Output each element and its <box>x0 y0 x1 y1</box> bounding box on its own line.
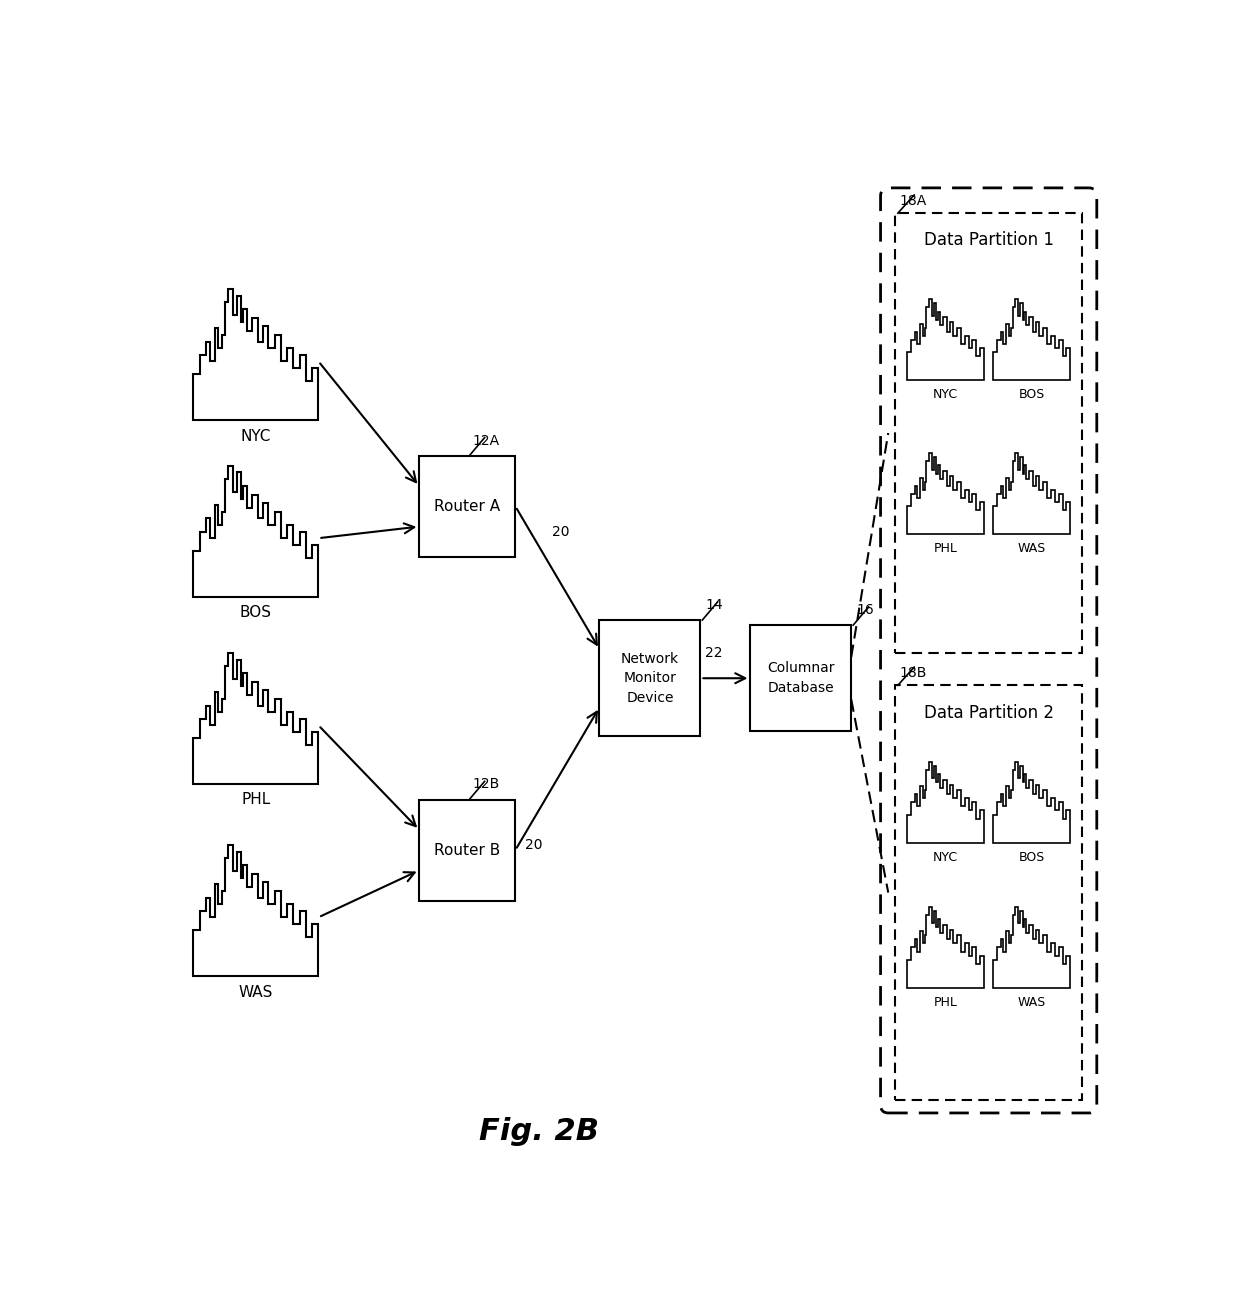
Text: 18B: 18B <box>900 666 928 680</box>
Text: Router A: Router A <box>434 499 501 513</box>
Polygon shape <box>993 299 1070 381</box>
Text: 14: 14 <box>706 597 723 612</box>
Text: PHL: PHL <box>242 793 270 807</box>
Text: 20: 20 <box>525 838 542 852</box>
Bar <box>599 620 701 737</box>
Polygon shape <box>193 846 319 977</box>
Polygon shape <box>908 299 985 381</box>
Text: Data Partition 2: Data Partition 2 <box>924 704 1054 722</box>
Text: Columnar
Database: Columnar Database <box>768 662 835 695</box>
Text: NYC: NYC <box>932 389 959 402</box>
Text: 12B: 12B <box>472 777 500 792</box>
Bar <box>419 456 516 557</box>
Text: NYC: NYC <box>932 851 959 864</box>
Text: 12A: 12A <box>472 433 500 448</box>
Text: WAS: WAS <box>239 985 273 999</box>
Text: BOS: BOS <box>1018 389 1045 402</box>
Text: Data Partition 1: Data Partition 1 <box>924 231 1054 249</box>
Text: BOS: BOS <box>239 605 272 621</box>
Text: 22: 22 <box>706 646 723 660</box>
Polygon shape <box>193 653 319 784</box>
Text: Network
Monitor
Device: Network Monitor Device <box>621 651 680 705</box>
Text: 16: 16 <box>856 603 874 617</box>
Polygon shape <box>993 453 1070 534</box>
Polygon shape <box>908 762 985 843</box>
Polygon shape <box>193 289 319 420</box>
Polygon shape <box>993 762 1070 843</box>
Text: PHL: PHL <box>934 997 957 1008</box>
Polygon shape <box>908 453 985 534</box>
Text: PHL: PHL <box>934 542 957 555</box>
Text: 18A: 18A <box>900 194 928 207</box>
Bar <box>895 213 1083 653</box>
Bar <box>750 625 851 731</box>
Bar <box>419 800 516 901</box>
Text: BOS: BOS <box>1018 851 1045 864</box>
Text: NYC: NYC <box>241 428 272 444</box>
Text: Fig. 2B: Fig. 2B <box>480 1117 599 1146</box>
Text: Router B: Router B <box>434 843 501 857</box>
Text: 20: 20 <box>552 525 569 538</box>
Text: WAS: WAS <box>1018 542 1045 555</box>
Bar <box>895 685 1083 1100</box>
Polygon shape <box>908 907 985 987</box>
Text: WAS: WAS <box>1018 997 1045 1008</box>
FancyBboxPatch shape <box>880 188 1096 1113</box>
Polygon shape <box>193 466 319 597</box>
Polygon shape <box>993 907 1070 987</box>
